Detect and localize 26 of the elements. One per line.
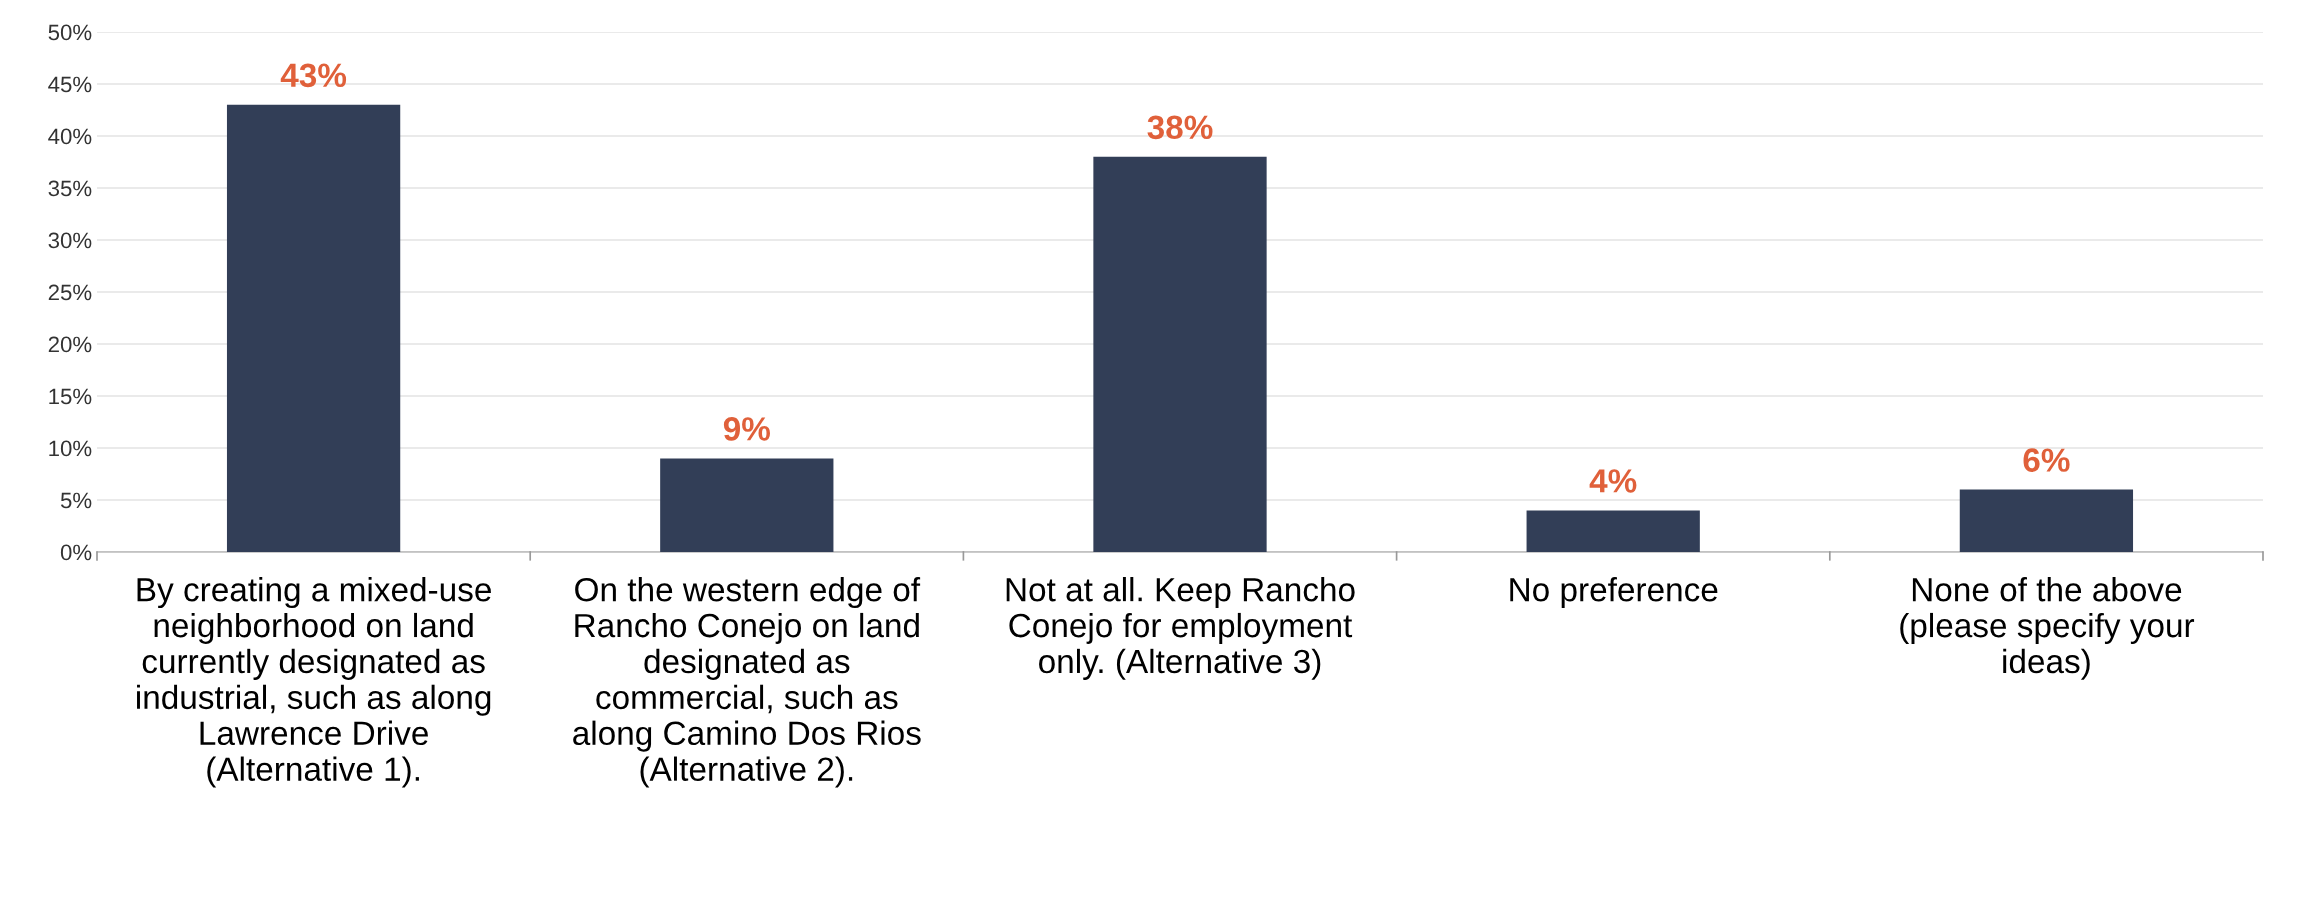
bar [660,458,834,552]
bar [1959,489,2134,552]
bar [226,104,401,552]
x-tick-label: On the western edge of Rancho Conejo on land designated as commercial, such as along Camino Dos Rios (Alternative 2). [573,577,921,788]
y-tick-label: 45% [48,76,92,93]
y-tick-label: 50% [48,24,92,41]
data-label: 43% [280,63,347,88]
y-tick-label: 15% [49,388,92,405]
bar [1093,156,1267,552]
x-tick-label: None of the above (please specify your ideas) [1900,577,2195,680]
y-tick-label: 35% [48,180,92,197]
data-label: 4% [1589,469,1637,493]
x-tick-label: By creating a mixed-use neighborhood on land currently designated as industrial, such as along Lawrence Drive (Alternative 1). [137,577,491,788]
y-tick-label: 10% [49,440,92,457]
bar [1526,510,1700,552]
data-label: 6% [2023,448,2070,472]
y-tick-label: 0% [60,544,92,561]
data-label: 9% [723,417,771,441]
x-tick-label: Not at all. Keep Rancho Conejo for employment only. (Alternative 3) [1006,577,1355,680]
y-tick-label: 20% [48,336,92,353]
y-tick-label: 25% [48,284,92,301]
y-tick-label: 40% [48,128,92,145]
y-tick-label: 30% [48,232,92,249]
x-tick-label: No preference [1510,577,1718,609]
y-tick-label: 5% [60,492,92,509]
data-label: 38% [1147,115,1213,140]
